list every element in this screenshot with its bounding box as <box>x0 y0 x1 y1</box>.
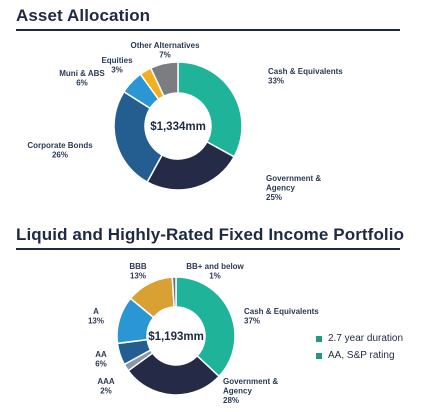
fixed-income-donut-chart: Cash & Equivalents 37% Government & Agency 2… <box>88 262 319 405</box>
slice-percent: 6% <box>76 79 88 88</box>
legend-item: AA, S&P rating <box>316 347 403 364</box>
slice-other-alternatives <box>149 61 179 98</box>
slice-label-government-and-agency: Government & Agency 28% <box>223 377 278 405</box>
slice-percent: 3% <box>111 66 123 75</box>
slice-label-a: A 13% <box>88 307 104 326</box>
fixed-income-title: Liquid and Highly-Rated Fixed Income Por… <box>16 225 405 244</box>
chart-legend: 2.7 year duration AA, S&P rating <box>316 330 403 364</box>
slice-label-corporate-bonds: Corporate Bonds 26% <box>27 141 93 160</box>
slice-label-equities: Equities 3% <box>101 56 133 75</box>
slice-label-other-alternatives: Other Alternatives 7% <box>130 41 200 60</box>
slice-percent: 25% <box>266 193 282 202</box>
asset-allocation-title: Asset Allocation <box>16 6 151 25</box>
slice-label-aaa: AAA 2% <box>97 377 115 396</box>
slice-percent: 26% <box>52 151 68 160</box>
slice-percent: 13% <box>88 317 104 326</box>
slice-percent: 28% <box>223 396 239 405</box>
slice-cash-and-equivalents <box>175 276 236 378</box>
legend-swatch <box>316 335 322 342</box>
slice-percent: 1% <box>209 272 221 281</box>
slice-label-aa: AA 6% <box>95 350 107 369</box>
legend-item: 2.7 year duration <box>316 330 403 347</box>
slice-percent: 33% <box>268 77 284 86</box>
section-divider <box>16 248 400 250</box>
section-divider <box>16 29 400 31</box>
slice-label-government-and-agency: Government & Agency 25% <box>266 174 321 202</box>
slice-bbplus-and-below <box>171 276 177 308</box>
slice-label-cash-and-equivalents: Cash & Equivalents 33% <box>268 67 343 86</box>
legend-swatch <box>316 352 322 359</box>
slice-label-bbb: BBB 13% <box>129 262 147 281</box>
slice-percent: 37% <box>244 317 260 326</box>
slice-label-muni-and-abs: Muni & ABS 6% <box>59 69 105 88</box>
slice-corporate-bonds <box>113 90 164 184</box>
legend-text: 2.7 year duration <box>328 333 404 344</box>
donut-center-total: $1,334mm <box>150 121 206 133</box>
slice-government-and-agency <box>127 351 221 396</box>
slice-percent: 2% <box>100 387 112 396</box>
slice-label-cash-and-equivalents: Cash & Equivalents 37% <box>244 307 319 326</box>
slice-percent: 13% <box>130 272 146 281</box>
asset-allocation-donut-chart: Cash & Equivalents 33% Government & Agency 2… <box>27 41 343 202</box>
slice-percent: 6% <box>95 360 107 369</box>
slice-percent: 7% <box>159 51 171 60</box>
slice-cash-and-equivalents <box>177 61 243 158</box>
slice-government-and-agency <box>146 140 236 191</box>
legend-text: AA, S&P rating <box>328 350 395 361</box>
donut-center-total: $1,193mm <box>148 331 204 343</box>
slice-label-bbplus-and-below: BB+ and below 1% <box>186 262 244 281</box>
